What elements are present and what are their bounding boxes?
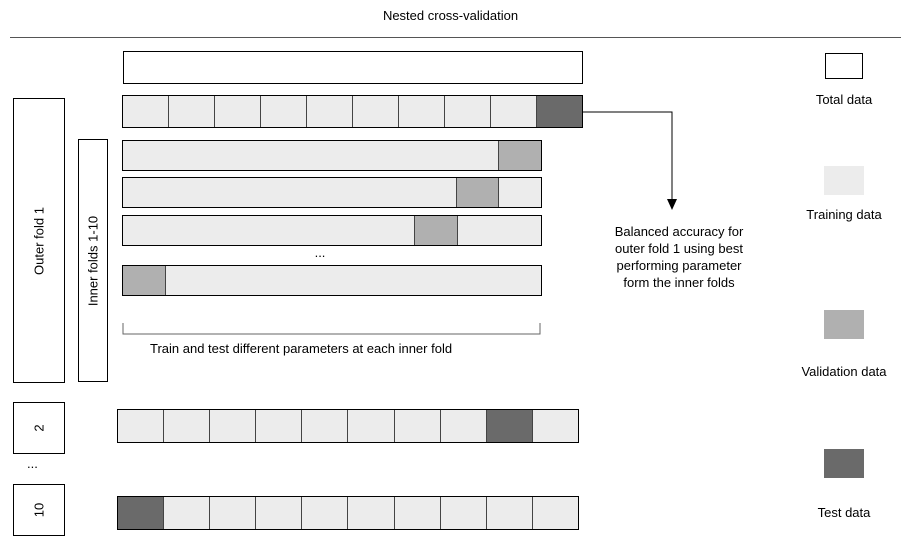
validation-fold-cell xyxy=(123,266,166,295)
result-arrow-head xyxy=(667,199,677,210)
outer-fold-1-box: Outer fold 1 xyxy=(13,98,65,383)
diagram-title: Nested cross-validation xyxy=(382,8,519,23)
legend-label-total: Total data xyxy=(815,92,873,107)
outer-fold-10-row xyxy=(117,496,579,530)
training-fold-cell xyxy=(215,96,261,127)
training-fold-cell xyxy=(394,497,441,529)
training-fold-cell xyxy=(532,497,578,529)
legend-test: Test data xyxy=(787,449,901,520)
training-fold-cell xyxy=(307,96,353,127)
test-fold-cell xyxy=(486,410,533,442)
validation-fold-cell xyxy=(499,141,541,170)
legend-swatch-training xyxy=(824,166,864,195)
legend-label-validation: Validation data xyxy=(801,364,887,379)
training-fold-cell xyxy=(445,96,491,127)
result-line: Balanced accuracy for xyxy=(614,224,744,239)
training-fold-cell xyxy=(302,410,349,442)
training-segment xyxy=(123,178,457,207)
training-fold-cell xyxy=(394,410,441,442)
result-line: outer fold 1 using best xyxy=(615,241,743,256)
validation-fold-cell xyxy=(456,178,500,207)
training-fold-cell xyxy=(440,497,487,529)
outer-fold-2-box: 2 xyxy=(13,402,65,454)
inner-folds-box: Inner folds 1-10 xyxy=(78,139,108,382)
training-segment xyxy=(123,141,500,170)
training-fold-cell xyxy=(348,410,395,442)
inner-bracket xyxy=(122,323,541,335)
training-segment xyxy=(165,266,541,295)
legend-total: Total data xyxy=(787,53,901,107)
inner-fold-row xyxy=(122,140,542,171)
training-segment xyxy=(499,178,541,207)
training-fold-cell xyxy=(353,96,399,127)
legend-swatch-total xyxy=(825,53,863,79)
validation-fold-cell xyxy=(415,216,458,245)
training-fold-cell xyxy=(256,410,303,442)
training-segment xyxy=(457,216,541,245)
training-fold-cell xyxy=(348,497,395,529)
inner-fold-row xyxy=(122,265,542,296)
training-fold-cell xyxy=(210,497,257,529)
training-fold-cell xyxy=(164,497,211,529)
training-segment xyxy=(123,216,416,245)
training-fold-cell xyxy=(399,96,445,127)
training-fold-cell xyxy=(118,410,165,442)
training-fold-cell xyxy=(164,410,211,442)
training-fold-cell xyxy=(261,96,307,127)
training-fold-cell xyxy=(123,96,169,127)
title-divider xyxy=(10,37,901,38)
training-fold-cell xyxy=(486,497,533,529)
test-fold-cell xyxy=(118,497,165,529)
total-data-bar xyxy=(123,51,583,84)
legend-training: Training data xyxy=(787,166,901,222)
inner-fold-row xyxy=(122,177,542,208)
outer-fold-1-row xyxy=(122,95,583,128)
training-fold-cell xyxy=(169,96,215,127)
result-line: performing parameter xyxy=(616,258,742,273)
result-arrow-line xyxy=(583,111,673,200)
legend-swatch-test xyxy=(824,449,864,478)
inner-ellipsis: ... xyxy=(314,245,326,260)
test-fold-cell xyxy=(537,96,582,127)
inner-fold-row xyxy=(122,215,542,246)
legend-swatch-validation xyxy=(824,310,864,339)
training-fold-cell xyxy=(491,96,537,127)
legend-label-test: Test data xyxy=(817,505,871,520)
result-text: Balanced accuracy for outer fold 1 using… xyxy=(584,223,774,291)
outer-fold-2-row xyxy=(117,409,579,443)
inner-caption: Train and test different parameters at e… xyxy=(150,341,453,356)
outer-fold-10-box: 10 xyxy=(13,484,65,536)
outer-ellipsis: ... xyxy=(27,456,38,471)
legend-label-training: Training data xyxy=(806,207,882,222)
training-fold-cell xyxy=(532,410,578,442)
training-fold-cell xyxy=(210,410,257,442)
training-fold-cell xyxy=(440,410,487,442)
training-fold-cell xyxy=(256,497,303,529)
result-line: form the inner folds xyxy=(623,275,735,290)
legend-validation: Validation data xyxy=(787,310,901,379)
training-fold-cell xyxy=(302,497,349,529)
